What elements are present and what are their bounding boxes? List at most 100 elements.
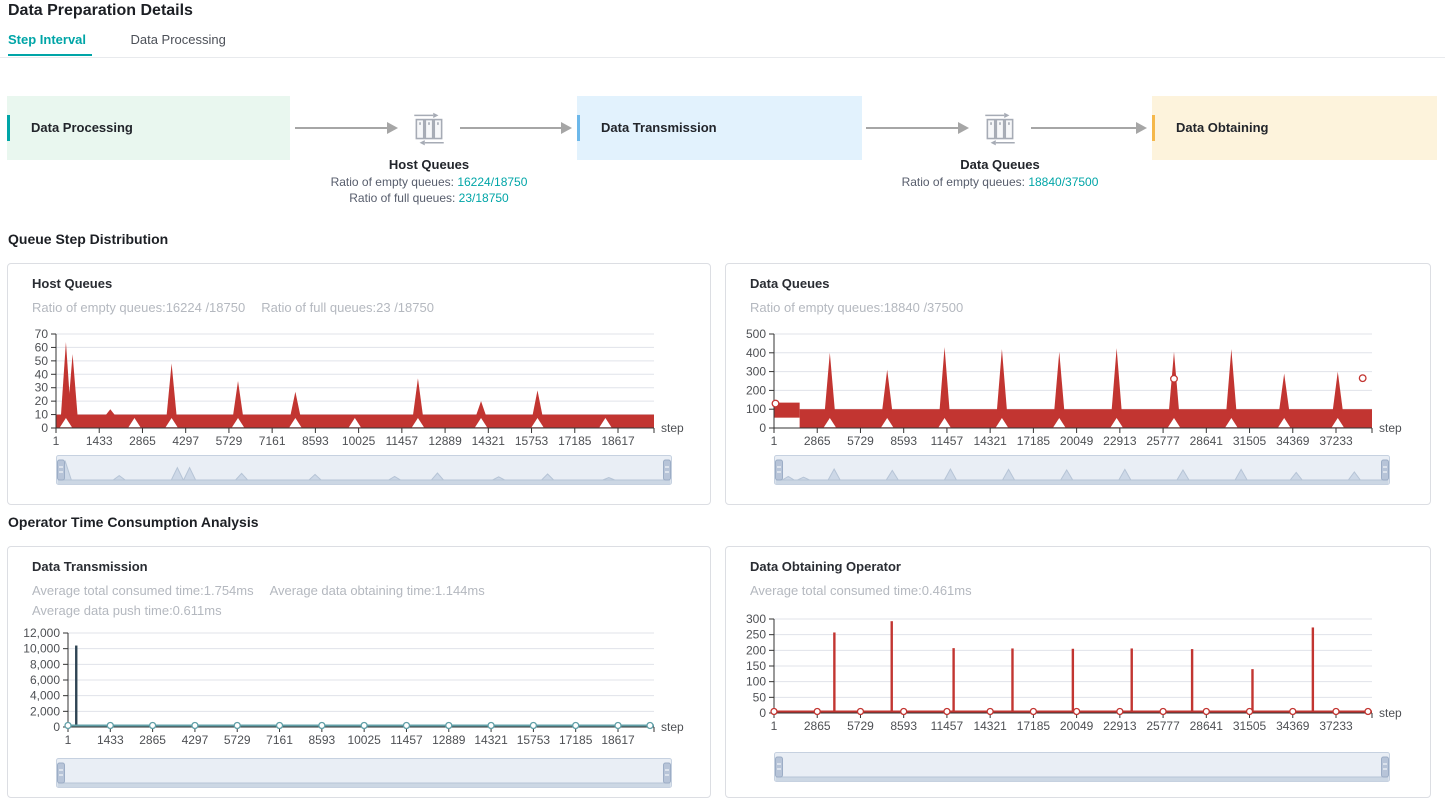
- svg-text:8,000: 8,000: [30, 657, 60, 671]
- svg-text:20: 20: [35, 394, 49, 408]
- data-obtaining-card: Data Obtaining Operator Average total co…: [725, 546, 1431, 798]
- svg-text:20049: 20049: [1060, 719, 1094, 733]
- datazoom-handle-left[interactable]: [775, 459, 783, 481]
- svg-text:14321: 14321: [472, 434, 506, 448]
- flow-arrow: [295, 122, 398, 134]
- svg-text:25777: 25777: [1146, 719, 1180, 733]
- svg-text:2865: 2865: [129, 434, 156, 448]
- stage-data-processing: Data Processing: [7, 96, 290, 160]
- svg-text:300: 300: [746, 365, 766, 379]
- svg-text:0: 0: [53, 720, 60, 734]
- svg-text:12889: 12889: [428, 434, 462, 448]
- datazoom-handle-right[interactable]: [663, 762, 671, 784]
- svg-text:300: 300: [746, 612, 766, 626]
- svg-text:100: 100: [746, 675, 766, 689]
- svg-text:0: 0: [41, 421, 48, 435]
- svg-text:18617: 18617: [601, 733, 635, 747]
- svg-text:15753: 15753: [515, 434, 549, 448]
- svg-text:40: 40: [35, 367, 49, 381]
- host-queues-datazoom-slider[interactable]: [56, 454, 672, 488]
- svg-text:20049: 20049: [1060, 434, 1094, 448]
- svg-text:28641: 28641: [1190, 719, 1224, 733]
- connector-stat: Ratio of full queues: 23/18750: [349, 191, 509, 205]
- svg-text:0: 0: [759, 706, 766, 720]
- svg-text:2865: 2865: [804, 434, 831, 448]
- card-title: Host Queues: [32, 276, 113, 291]
- svg-text:step: step: [661, 720, 684, 734]
- svg-text:4,000: 4,000: [30, 689, 60, 703]
- card-subtitle: Ratio of empty queues:18840 /37500: [750, 300, 964, 315]
- svg-text:11457: 11457: [931, 719, 964, 733]
- data-obtaining-datazoom-slider[interactable]: [774, 751, 1390, 785]
- pipeline-diagram: Data Processing Data Transmission: [0, 96, 1445, 210]
- data-queues-datazoom-slider[interactable]: [774, 454, 1390, 488]
- svg-text:5729: 5729: [847, 719, 874, 733]
- svg-text:8593: 8593: [308, 733, 335, 747]
- svg-text:11457: 11457: [931, 434, 964, 448]
- datazoom-handle-left[interactable]: [57, 459, 65, 481]
- tab-data-processing[interactable]: Data Processing: [130, 30, 225, 56]
- svg-text:30: 30: [35, 381, 49, 395]
- flow-arrow: [1031, 122, 1147, 134]
- connector-stat: Ratio of empty queues: 16224/18750: [330, 175, 528, 189]
- host-queues-connector-label: Host Queues Ratio of empty queues: 16224…: [299, 156, 559, 206]
- card-title: Data Transmission: [32, 559, 148, 574]
- datazoom-handle-right[interactable]: [1381, 756, 1389, 778]
- svg-text:200: 200: [746, 643, 766, 657]
- datazoom-handle-right[interactable]: [663, 459, 671, 481]
- svg-text:7161: 7161: [259, 434, 286, 448]
- stage-label: Data Transmission: [601, 120, 717, 135]
- card-title: Data Queues: [750, 276, 830, 291]
- flow-arrow: [460, 122, 572, 134]
- svg-text:5729: 5729: [847, 434, 874, 448]
- svg-text:10025: 10025: [342, 434, 376, 448]
- stage-label: Data Processing: [31, 120, 133, 135]
- svg-text:400: 400: [746, 346, 766, 360]
- datazoom-handle-left[interactable]: [57, 762, 65, 784]
- svg-text:34369: 34369: [1276, 434, 1310, 448]
- svg-text:4297: 4297: [172, 434, 199, 448]
- connector-name: Host Queues: [388, 157, 470, 172]
- connector-stat: Ratio of empty queues: 18840/37500: [901, 175, 1099, 189]
- svg-text:10,000: 10,000: [23, 642, 60, 656]
- svg-text:14321: 14321: [474, 733, 508, 747]
- svg-text:17185: 17185: [558, 434, 592, 448]
- svg-text:step: step: [661, 421, 684, 435]
- svg-text:250: 250: [746, 628, 766, 642]
- svg-text:1433: 1433: [97, 733, 124, 747]
- svg-text:5729: 5729: [216, 434, 243, 448]
- svg-text:1: 1: [771, 719, 778, 733]
- svg-text:37233: 37233: [1319, 434, 1353, 448]
- svg-text:37233: 37233: [1319, 719, 1353, 733]
- svg-text:1: 1: [53, 434, 60, 448]
- data-transmission-card: Data Transmission Average total consumed…: [7, 546, 711, 798]
- data-queues-chart[interactable]: 0 100 200 300 400 500 1 2865 5729 8593 11457 14321 1…: [730, 326, 1420, 450]
- stage-label: Data Obtaining: [1176, 120, 1269, 135]
- svg-text:14321: 14321: [973, 434, 1007, 448]
- svg-text:22913: 22913: [1103, 719, 1137, 733]
- stage-accent-bar: [1152, 115, 1155, 141]
- data-queues-connector-label: Data Queues Ratio of empty queues: 18840…: [870, 156, 1130, 190]
- svg-text:500: 500: [746, 327, 766, 341]
- svg-text:12,000: 12,000: [23, 626, 60, 640]
- svg-text:17185: 17185: [1017, 719, 1051, 733]
- svg-text:step: step: [1379, 421, 1402, 435]
- svg-text:18617: 18617: [601, 434, 635, 448]
- svg-text:0: 0: [759, 421, 766, 435]
- tab-step-interval[interactable]: Step Interval: [8, 30, 93, 56]
- data-transmission-datazoom-slider[interactable]: [56, 757, 672, 791]
- tab-data-processing-label: Data Processing: [130, 32, 226, 47]
- svg-text:11457: 11457: [386, 434, 419, 448]
- datazoom-handle-right[interactable]: [1381, 459, 1389, 481]
- svg-text:31505: 31505: [1233, 719, 1267, 733]
- svg-text:34369: 34369: [1276, 719, 1310, 733]
- datazoom-handle-left[interactable]: [775, 756, 783, 778]
- svg-text:1: 1: [771, 434, 778, 448]
- svg-text:1: 1: [65, 733, 72, 747]
- svg-text:8593: 8593: [302, 434, 329, 448]
- svg-text:60: 60: [35, 340, 49, 354]
